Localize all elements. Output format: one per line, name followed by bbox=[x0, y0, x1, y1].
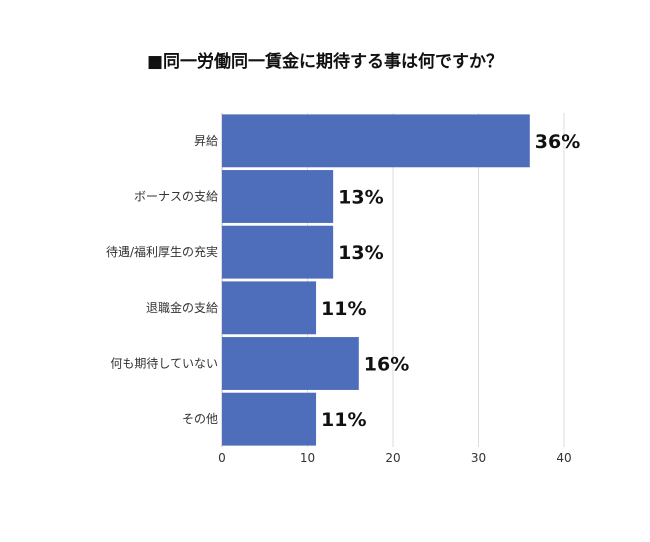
bar bbox=[222, 170, 334, 223]
data-label: 36% bbox=[535, 131, 580, 153]
category-label: 退職金の支給 bbox=[146, 300, 218, 315]
bar bbox=[222, 281, 317, 335]
data-label: 16% bbox=[364, 354, 409, 376]
x-tick-label: 10 bbox=[300, 451, 315, 465]
x-tick-label: 30 bbox=[471, 451, 486, 465]
category-label: 待遇/福利厚生の充実 bbox=[106, 244, 218, 259]
category-label: その他 bbox=[182, 412, 218, 426]
bar bbox=[222, 392, 317, 446]
category-label: ボーナスの支給 bbox=[134, 190, 218, 204]
category-label: 何も期待していない bbox=[110, 357, 218, 371]
data-label: 11% bbox=[321, 298, 366, 320]
data-label: 13% bbox=[338, 242, 383, 264]
chart-title: ■同一労働同一賃金に期待する事は何ですか？ bbox=[146, 52, 504, 72]
data-label: 13% bbox=[338, 187, 383, 209]
x-tick-label: 20 bbox=[385, 451, 400, 465]
category-label: 昇給 bbox=[194, 134, 218, 148]
bar bbox=[222, 337, 359, 390]
x-tick-label: 0 bbox=[218, 451, 226, 465]
data-label: 11% bbox=[321, 409, 366, 431]
bar bbox=[222, 114, 530, 168]
x-tick-label: 40 bbox=[556, 451, 571, 465]
bar bbox=[222, 225, 334, 279]
